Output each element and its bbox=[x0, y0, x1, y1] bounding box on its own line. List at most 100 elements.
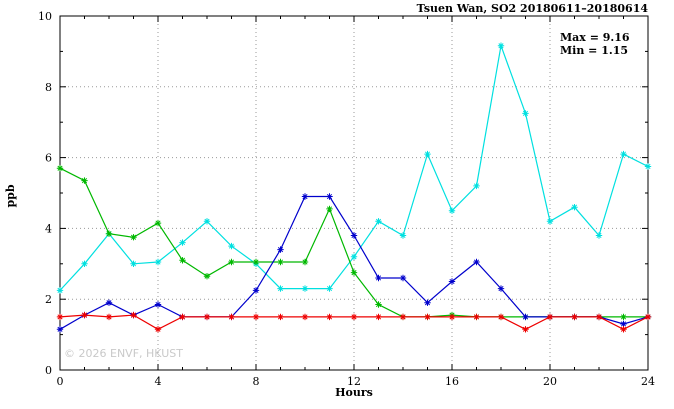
series-red-marker bbox=[130, 311, 137, 319]
y-tick-label: 8 bbox=[45, 81, 52, 94]
x-tick-label: 12 bbox=[347, 375, 361, 388]
series-cyan-marker bbox=[620, 150, 627, 158]
series-red-marker bbox=[350, 313, 358, 321]
series-red-marker bbox=[154, 326, 162, 333]
min-annotation: Min = 1.15 bbox=[560, 44, 628, 57]
series-green-marker bbox=[375, 301, 382, 308]
series-cyan-marker bbox=[179, 239, 186, 246]
series-cyan-marker bbox=[448, 207, 456, 214]
series-blue-marker bbox=[105, 299, 113, 306]
series-red-marker bbox=[56, 313, 64, 321]
max-annotation: Max = 9.16 bbox=[560, 31, 630, 44]
series-blue-marker bbox=[473, 258, 480, 266]
series-blue-marker bbox=[252, 287, 260, 294]
series-blue-marker bbox=[497, 285, 505, 292]
x-tick-label: 8 bbox=[253, 375, 260, 388]
series-red-marker bbox=[81, 311, 88, 319]
series-red-marker bbox=[546, 313, 554, 321]
x-tick-label: 16 bbox=[445, 375, 459, 388]
series-blue-marker bbox=[375, 274, 382, 282]
series-red-marker bbox=[375, 313, 382, 321]
series-green-marker bbox=[203, 273, 211, 280]
series-red-marker bbox=[399, 313, 407, 321]
x-tick-label: 4 bbox=[155, 375, 162, 388]
series-cyan-marker bbox=[203, 218, 211, 225]
series-cyan-marker bbox=[473, 182, 480, 190]
series-cyan-marker bbox=[277, 285, 284, 292]
series-green-marker bbox=[228, 258, 235, 266]
series-red-marker bbox=[644, 313, 652, 321]
series-green-marker bbox=[301, 258, 309, 266]
series-red-marker bbox=[448, 313, 456, 321]
series-cyan-marker bbox=[350, 253, 358, 260]
plot-border bbox=[59, 15, 649, 371]
series-green-marker bbox=[326, 205, 333, 213]
x-tick-label: 0 bbox=[57, 375, 64, 388]
series-cyan-marker bbox=[571, 204, 578, 211]
series-cyan-marker bbox=[522, 110, 529, 117]
x-axis-label: Hours bbox=[335, 386, 373, 399]
x-tick-label: 24 bbox=[641, 375, 655, 388]
y-tick-label: 2 bbox=[45, 293, 52, 306]
series-cyan-marker bbox=[644, 163, 652, 170]
series-cyan-marker bbox=[546, 218, 554, 225]
series-blue-marker bbox=[154, 301, 162, 308]
watermark: © 2026 ENVF, HKUST bbox=[64, 347, 183, 360]
series-cyan-marker bbox=[81, 260, 88, 267]
series-red-marker bbox=[326, 313, 333, 321]
series-cyan-marker bbox=[56, 287, 64, 294]
series-cyan-marker bbox=[424, 150, 431, 158]
series-green-line bbox=[59, 167, 648, 318]
series-red-marker bbox=[497, 313, 505, 321]
series-red-marker bbox=[522, 326, 529, 333]
series-green-marker bbox=[154, 219, 162, 227]
series-green-marker bbox=[277, 258, 284, 266]
series-cyan-marker bbox=[497, 42, 505, 49]
series-blue-marker bbox=[277, 246, 284, 253]
series-blue-marker bbox=[620, 320, 627, 328]
series-blue-marker bbox=[56, 326, 64, 333]
series-green-marker bbox=[620, 313, 627, 321]
series-green-marker bbox=[81, 177, 88, 184]
series-green-marker bbox=[105, 230, 113, 237]
series-cyan-marker bbox=[375, 218, 382, 225]
series-cyan-marker bbox=[228, 242, 235, 250]
series-green-marker bbox=[350, 269, 358, 276]
series-green-marker bbox=[130, 234, 137, 241]
series-red-marker bbox=[252, 313, 260, 321]
series-blue-marker bbox=[301, 193, 309, 200]
series-green-marker bbox=[252, 258, 260, 266]
series-red-marker bbox=[301, 313, 309, 321]
series-cyan-marker bbox=[130, 260, 137, 267]
series-green-marker bbox=[179, 257, 186, 264]
y-axis-label: ppb bbox=[4, 184, 17, 207]
series-blue-marker bbox=[350, 232, 358, 239]
series-cyan-marker bbox=[326, 285, 333, 292]
series-red-marker bbox=[277, 313, 284, 321]
series-blue-marker bbox=[326, 193, 333, 200]
series-red-marker bbox=[203, 313, 211, 321]
series-red-marker bbox=[571, 313, 578, 321]
y-tick-label: 10 bbox=[38, 10, 52, 23]
series-cyan-marker bbox=[301, 285, 309, 292]
series-red-marker bbox=[179, 313, 186, 321]
y-tick-label: 4 bbox=[45, 222, 52, 235]
series-blue-marker bbox=[399, 274, 407, 282]
series-red-marker bbox=[620, 326, 627, 333]
series-red-marker bbox=[228, 313, 235, 321]
series-red-marker bbox=[105, 313, 113, 321]
y-tick-label: 6 bbox=[45, 152, 52, 165]
series-cyan-marker bbox=[399, 232, 407, 239]
x-tick-label: 20 bbox=[543, 375, 557, 388]
series-cyan-marker bbox=[154, 258, 162, 266]
series-blue-marker bbox=[424, 299, 431, 306]
series-blue-marker bbox=[448, 278, 456, 285]
series-cyan-marker bbox=[595, 232, 603, 239]
series-red-marker bbox=[424, 313, 431, 321]
chart-title: Tsuen Wan, SO2 20180611–20180614 bbox=[417, 2, 649, 15]
series-blue-marker bbox=[522, 313, 529, 321]
series-red-marker bbox=[473, 313, 480, 321]
